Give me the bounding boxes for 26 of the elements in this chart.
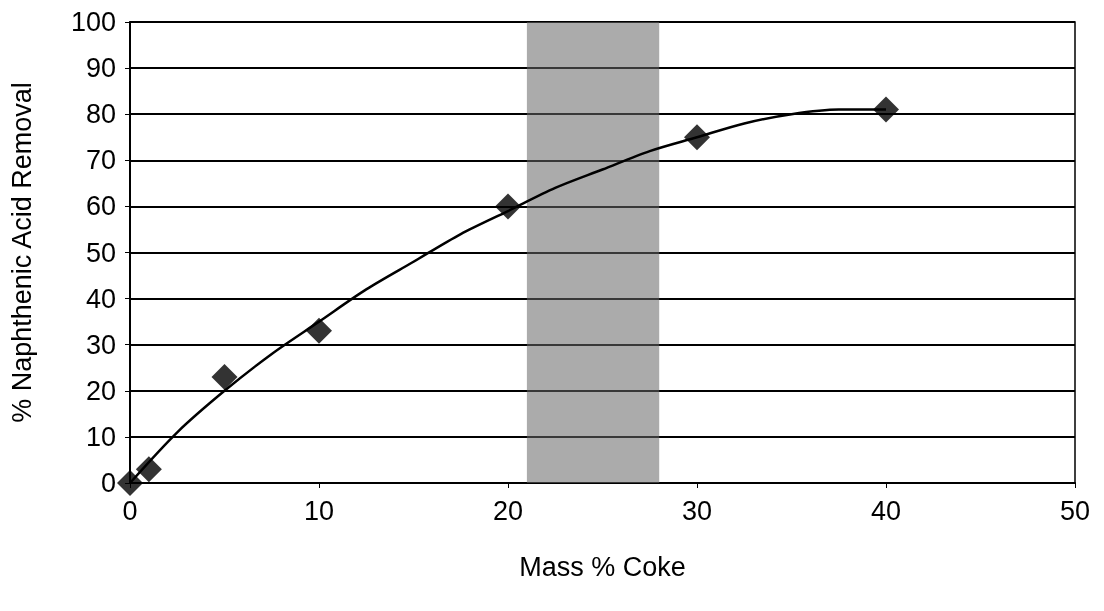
- point: [684, 124, 710, 151]
- y-tick-label: 20: [85, 375, 116, 406]
- y-tick-label: 0: [100, 468, 116, 498]
- y-tick-label: 40: [85, 283, 116, 314]
- x-tick-label: 40: [870, 495, 902, 526]
- y-tick-label: 50: [85, 237, 116, 268]
- point: [135, 456, 162, 483]
- y-tick-label: 60: [85, 191, 116, 222]
- point: [306, 317, 332, 344]
- point: [495, 193, 521, 220]
- y-tick-label: 30: [85, 329, 116, 360]
- y-tick-label: 70: [85, 145, 116, 176]
- x-tick-label: 20: [492, 495, 524, 526]
- x-tick-label: 30: [681, 495, 713, 526]
- y-tick-label: 80: [85, 99, 116, 130]
- x-tick-label: 10: [303, 495, 335, 526]
- point: [211, 363, 238, 390]
- x-axis-title: Mass % Coke: [519, 551, 686, 582]
- y-axis-title: % Naphthenic Acid Removal: [6, 82, 37, 423]
- y-tick-label: 100: [70, 7, 116, 37]
- x-tick-label: 0: [122, 495, 138, 526]
- y-tick-label: 10: [85, 421, 116, 452]
- point: [117, 470, 143, 496]
- y-tick-label: 90: [85, 53, 116, 84]
- point: [873, 96, 899, 123]
- x-tick-label: 50: [1059, 495, 1091, 526]
